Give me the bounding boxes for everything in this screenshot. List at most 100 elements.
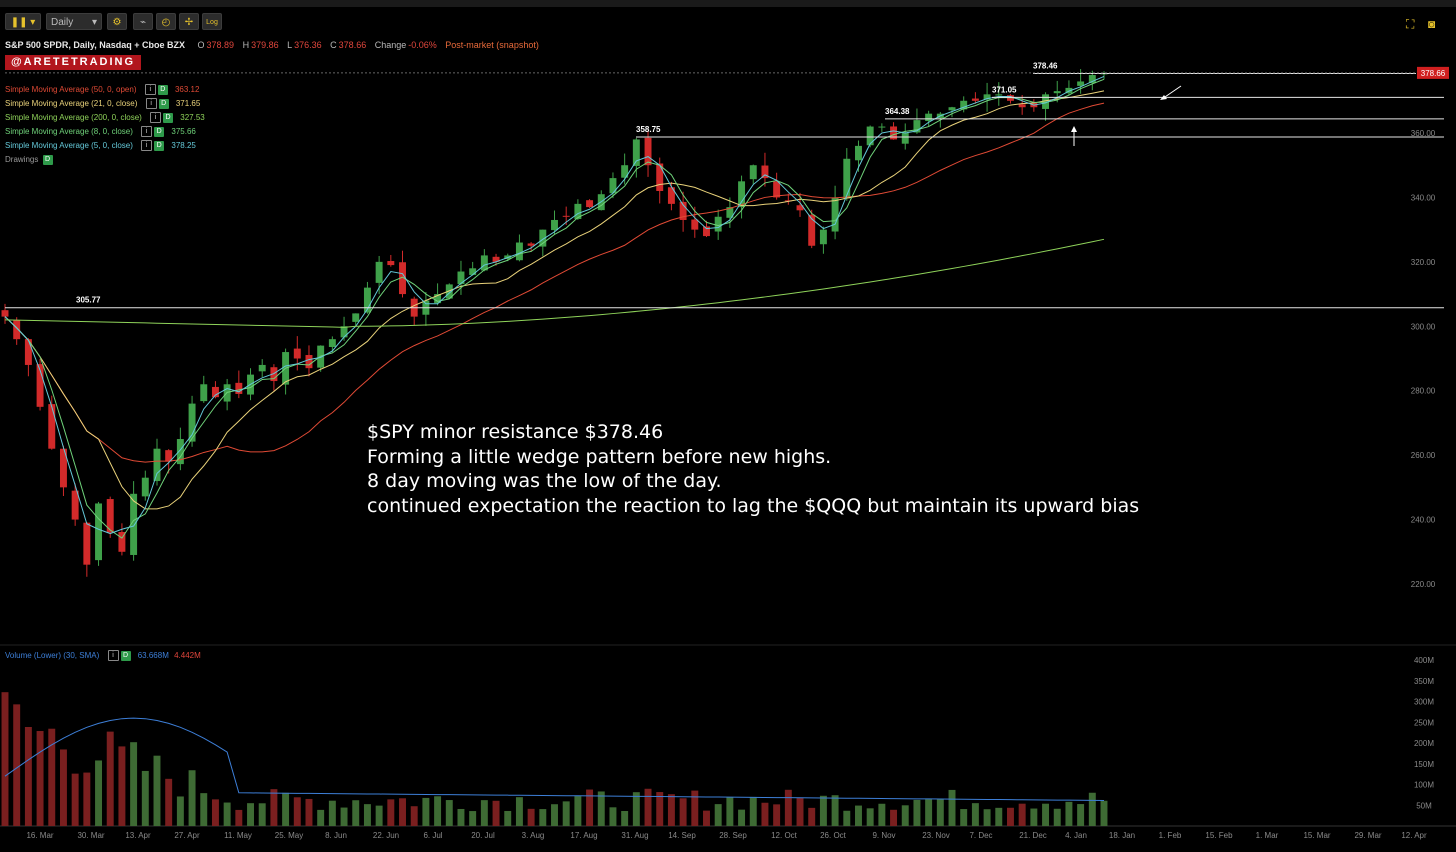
volume-bar [621,810,629,826]
settings-button[interactable]: ⚙ [107,13,127,30]
volume-bar [352,800,360,826]
timeframe-value: Daily [51,17,74,28]
candle-body [1088,75,1096,84]
data-box-icon[interactable]: D [154,140,165,151]
x-tick-label: 7. Dec [969,831,992,840]
volume-bar [13,704,21,826]
info-icon[interactable]: i [107,650,119,662]
candle-body [644,137,652,166]
level-label: 371.05 [992,85,1017,94]
x-tick-label: 27. Apr [174,831,200,840]
volume-bar [153,755,161,826]
study-drawings[interactable]: Drawings D [5,154,53,166]
volume-bar [983,809,991,826]
candle-body [808,214,816,246]
volume-tick-label: 300M [1414,698,1434,707]
candle-body [24,339,32,365]
volume-bar [515,797,523,826]
log-scale-button[interactable]: Log [202,13,222,30]
candle-body [83,522,91,565]
info-icon[interactable]: i [145,98,157,110]
x-tick-label: 3. Aug [522,831,545,840]
y-tick-label: 220.00 [1411,580,1436,589]
annotation-line: 8 day moving was the low of the day. [367,470,722,492]
volume-tick-label: 150M [1414,760,1434,769]
draw-tool-button[interactable]: ⌁ [133,13,153,30]
candle-body [328,339,336,347]
volume-bar [247,803,254,826]
candle-body [714,216,722,232]
volume-bar [176,796,184,826]
data-box-icon[interactable]: D [163,112,174,123]
volume-bar [796,797,804,826]
volume-bar [118,746,126,826]
volume-tick-label: 50M [1416,801,1432,810]
data-box-icon[interactable]: D [42,154,53,165]
volume-bar [258,803,266,826]
volume-bar [726,797,734,826]
candle-body [434,294,442,304]
study-value: 375.66 [171,127,196,136]
volume-bar [749,796,757,826]
candle-body [539,229,547,247]
candle-body [761,165,769,179]
candle-body [515,242,523,261]
volume-bar [188,770,196,826]
candle-body [691,219,699,230]
timeframe-select[interactable]: Daily ▾ [46,13,102,30]
candle-body [457,271,465,285]
play-pause-button[interactable]: ❚❚ ▾ [5,13,41,30]
volume-bar [317,809,325,826]
candle-body [480,255,488,271]
data-box-icon[interactable]: D [120,650,131,661]
log-scale-icon: Log [206,19,218,26]
candle-body [153,448,161,482]
candle-body [36,364,44,407]
camera-icon[interactable]: ◙ [1428,17,1436,31]
candle-body [632,139,640,166]
y-tick-label: 260.00 [1411,451,1436,460]
study-value: 327.53 [180,113,205,122]
volume-bar [948,789,956,826]
info-icon[interactable]: i [150,112,162,124]
data-box-icon[interactable]: D [154,126,165,137]
expand-icon[interactable]: ⛶ [1406,17,1415,31]
crosshair-button[interactable]: ✢ [179,13,199,30]
candle-body [983,94,991,100]
candle-body [960,100,968,110]
candle-body [165,450,173,462]
candle-body [878,126,886,128]
x-tick-label: 11. May [224,831,252,840]
info-icon[interactable]: i [141,126,153,138]
x-tick-label: 22. Jun [373,831,399,840]
volume-bar [691,790,699,826]
volume-bar [363,804,371,826]
data-box-icon[interactable]: D [158,98,169,109]
candle-body [843,158,851,199]
data-box-icon[interactable]: D [157,84,168,95]
volume-bar [995,807,1003,826]
volume-bar [784,789,792,826]
level-label: 358.75 [636,125,661,134]
info-icon[interactable]: i [141,140,153,152]
clock-button[interactable]: ◴ [156,13,176,30]
volume-tick-label: 250M [1414,718,1434,727]
volume-bar [445,800,453,826]
x-tick-label: 31. Aug [621,831,648,840]
x-tick-label: 4. Jan [1065,831,1087,840]
candle-body [141,477,149,497]
candle-body [890,126,898,140]
candle-body [609,178,617,194]
volume-bar [399,798,406,826]
pause-icon: ❚❚ [10,17,28,28]
x-tick-label: 26. Oct [820,831,847,840]
info-icon[interactable]: i [144,84,156,96]
volume-bar [375,805,383,826]
